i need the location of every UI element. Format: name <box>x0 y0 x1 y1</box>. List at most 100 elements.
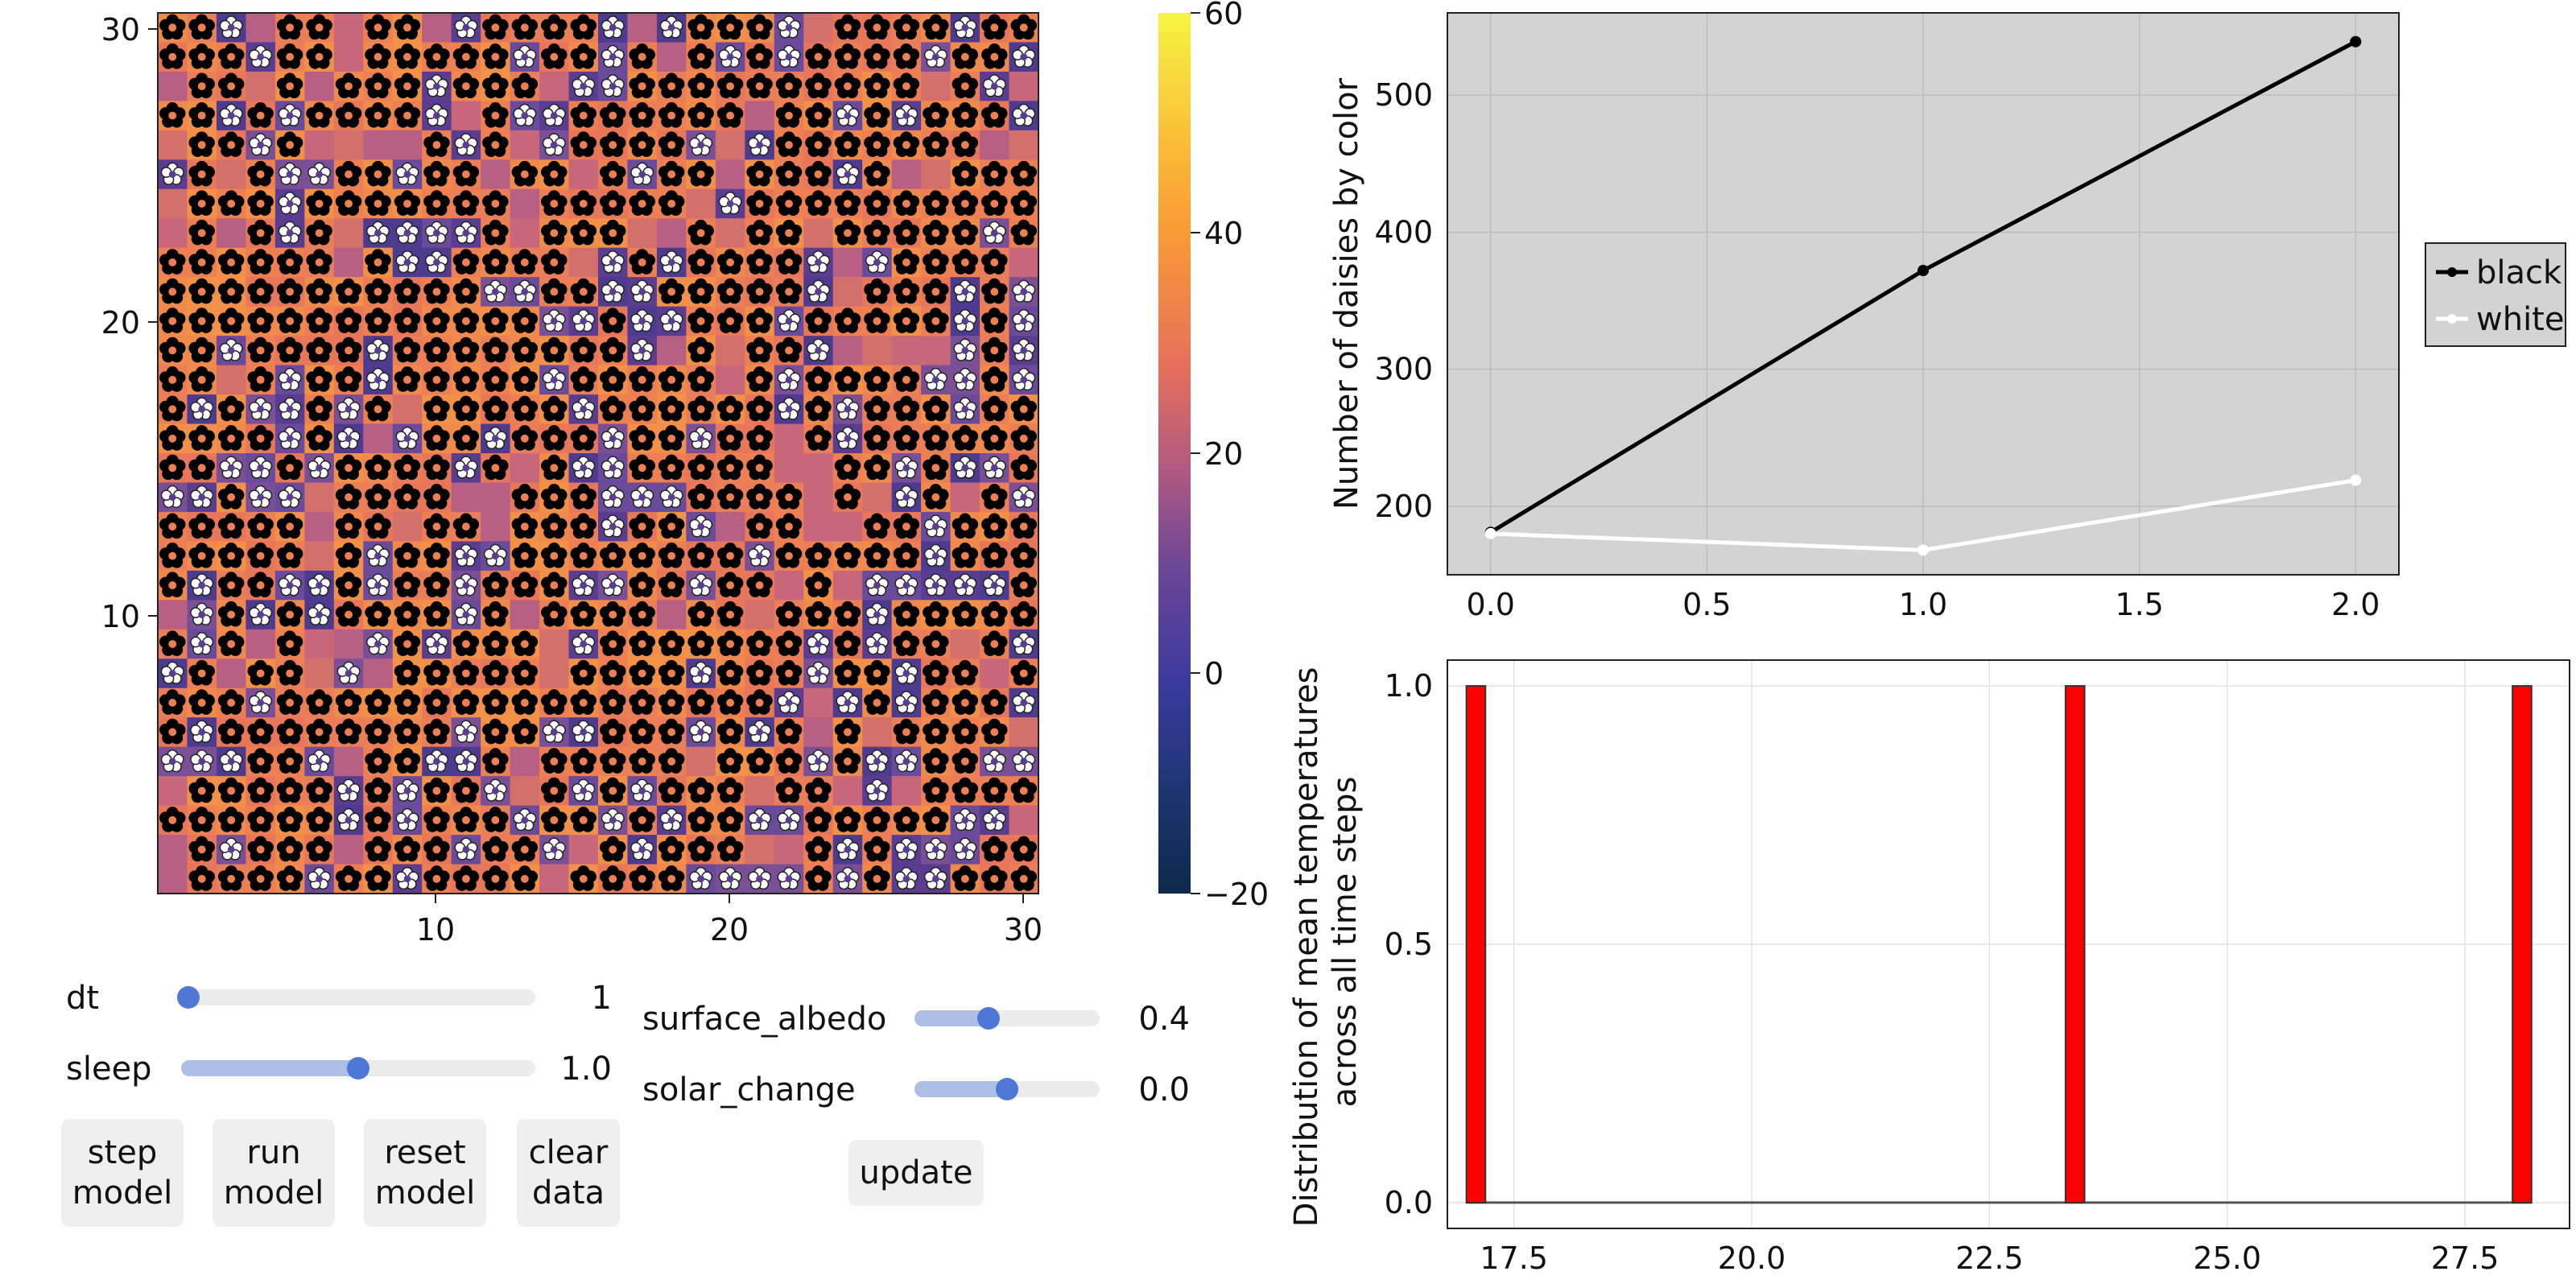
white-daisy-icon <box>513 44 537 68</box>
colorbar-tick: 20 <box>1204 436 1243 472</box>
temperature-cell <box>539 864 570 894</box>
temperature-cell <box>304 629 335 659</box>
sleep-slider[interactable] <box>181 1057 535 1080</box>
solar-change-slider-knob[interactable] <box>996 1078 1018 1100</box>
white-daisy-icon <box>1012 44 1036 68</box>
black-daisy-icon <box>276 43 303 69</box>
black-daisy-icon <box>482 72 509 99</box>
surface-albedo-slider-knob[interactable] <box>977 1007 1000 1030</box>
colorbar-tick: 40 <box>1204 216 1243 251</box>
temperature-cell <box>333 42 364 72</box>
black-daisy-icon <box>394 14 421 40</box>
temperature-cell <box>568 247 599 278</box>
temperature-cell <box>715 159 745 190</box>
line-y-tick: 500 <box>1374 77 1433 113</box>
temperature-cell <box>803 482 834 513</box>
temperature-cell <box>832 776 863 807</box>
map-y-tick: 10 <box>101 599 140 634</box>
white-daisy-icon <box>777 15 801 39</box>
hist-x-tick: 20.0 <box>1718 1241 1786 1276</box>
clear-data-button[interactable]: clear data <box>517 1119 620 1227</box>
temperature-cell <box>715 511 745 542</box>
temperature-cell <box>715 218 745 249</box>
temperature-cell <box>510 776 540 807</box>
hist-bar <box>2512 685 2533 1203</box>
hist-x-tick: 25.0 <box>2193 1241 2261 1276</box>
black-daisy-icon <box>365 43 391 69</box>
black-daisy-icon <box>452 72 480 99</box>
black-daisy-icon <box>746 14 773 40</box>
black-daisy-icon <box>394 101 421 128</box>
temperature-cell <box>451 101 481 131</box>
sleep-label: sleep <box>66 1051 152 1088</box>
temperature-cell <box>158 776 188 807</box>
black-daisy-icon <box>893 43 920 69</box>
temperature-cell <box>745 600 775 630</box>
black-daisy-icon <box>541 14 568 40</box>
colorbar-tick: −20 <box>1204 877 1269 912</box>
temperature-cell <box>832 247 863 278</box>
temperature-cell <box>363 423 394 454</box>
black-daisy-icon <box>716 14 744 40</box>
solar-change-value: 0.0 <box>1138 1071 1190 1108</box>
run-model-button[interactable]: run model <box>213 1119 335 1227</box>
black-daisy-icon <box>952 72 979 99</box>
temperature-cell <box>832 336 863 366</box>
temperature-cell <box>392 394 423 425</box>
temperature-cell <box>686 746 716 777</box>
white-daisy-icon <box>953 15 977 39</box>
line-y-axis-label: Number of daisies by color <box>1328 77 1365 510</box>
black-daisy-icon <box>923 14 949 40</box>
dt-label: dt <box>66 980 100 1017</box>
series-point-white <box>1484 527 1496 539</box>
black-daisy-icon <box>247 101 274 128</box>
black-daisy-icon <box>746 72 773 99</box>
temperature-cell <box>803 13 834 43</box>
temperature-cell <box>745 776 775 807</box>
sleep-slider-knob[interactable] <box>347 1057 369 1080</box>
black-daisy-icon <box>893 14 920 40</box>
surface-albedo-slider[interactable] <box>914 1007 1100 1030</box>
temperature-cell <box>158 71 188 101</box>
black-daisy-icon <box>188 14 215 40</box>
white-daisy-icon <box>219 15 243 39</box>
temperature-cell <box>304 658 335 689</box>
temperature-cell <box>891 776 922 807</box>
temperature-cell <box>333 629 364 659</box>
temperature-cell <box>158 835 188 865</box>
reset-model-button[interactable]: reset model <box>364 1119 486 1227</box>
dt-slider-knob[interactable] <box>176 986 200 1009</box>
temperature-cell <box>333 218 364 249</box>
solar-change-slider[interactable] <box>914 1078 1100 1100</box>
line-x-ticks: 0.0 0.5 1.0 1.5 2.0 <box>1467 587 2380 622</box>
colorbar-tick: 60 <box>1204 0 1243 31</box>
step-model-button[interactable]: step model <box>61 1119 184 1227</box>
temperature-cell <box>950 482 980 513</box>
black-daisy-icon <box>834 72 861 99</box>
temperature-cell <box>774 835 804 865</box>
hist-x-ticks: 17.5 20.0 22.5 25.0 27.5 <box>1480 1241 2499 1276</box>
update-button[interactable]: update <box>848 1140 984 1206</box>
temperature-cell <box>422 13 452 43</box>
line-x-tick: 2.0 <box>2331 587 2380 622</box>
black-daisy-icon <box>452 43 480 69</box>
black-daisy-icon <box>159 14 186 40</box>
temperature-cell <box>539 71 570 101</box>
white-daisy-icon <box>542 103 566 127</box>
dt-slider[interactable] <box>176 986 535 1009</box>
surface-albedo-value: 0.4 <box>1138 1001 1190 1038</box>
surface-albedo-label: surface_albedo <box>642 1001 887 1038</box>
black-daisy-icon <box>188 43 215 69</box>
hist-y-axis-label-line2: across all time steps <box>1327 777 1364 1108</box>
temperature-cell <box>950 629 980 659</box>
white-daisy-icon <box>513 103 537 127</box>
hist-bar <box>1465 685 1487 1203</box>
temperature-cell <box>921 159 952 190</box>
white-daisy-icon <box>249 44 273 68</box>
temperature-cell <box>510 218 540 249</box>
temperature-cell <box>246 71 276 101</box>
white-daisy-icon <box>982 74 1006 97</box>
line-x-tick: 1.5 <box>2115 587 2163 622</box>
temperature-cell <box>921 336 952 366</box>
black-daisy-icon <box>864 43 890 69</box>
